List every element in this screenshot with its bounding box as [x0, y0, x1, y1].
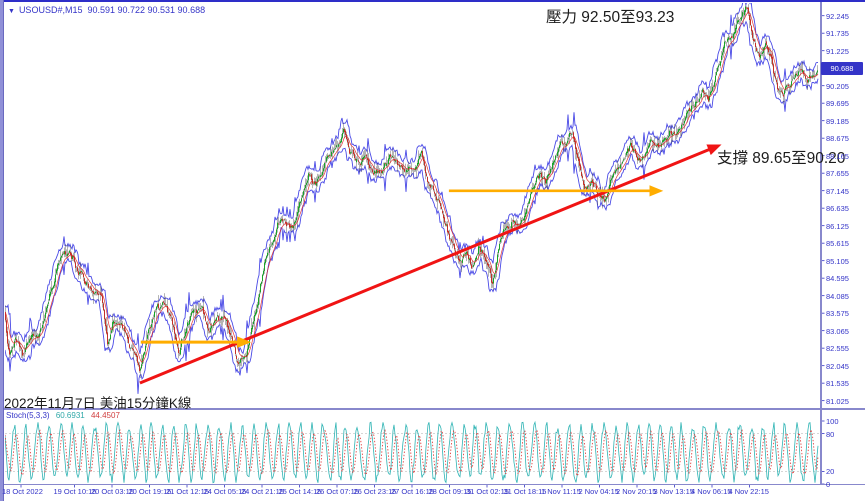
price-tick-label: 88.165 — [826, 151, 849, 161]
price-tick-label: 87.145 — [826, 186, 849, 196]
price-tick-label: 87.655 — [826, 169, 849, 179]
time-tick-label: 26 Oct 07:15 — [316, 487, 359, 496]
date-note-annotation[interactable]: 2022年11月7日 美油15分鐘K線 — [4, 396, 192, 411]
price-tick-label: 84.595 — [826, 274, 849, 284]
time-tick-label: 26 Oct 23:15 — [353, 487, 397, 496]
price-tick-label: 83.065 — [826, 326, 849, 336]
price-tick-label: 88.675 — [826, 134, 849, 144]
stochastic-name: Stoch(5,3,3) — [6, 411, 50, 420]
time-tick-label: 31 Oct 18:15 — [503, 487, 547, 496]
chart-title: ▼ USOUSD#,M15 90.591 90.722 90.531 90.688 — [8, 5, 205, 15]
time-tick-label: 19 Oct 10:15 — [53, 487, 97, 496]
price-axis-separator — [820, 2, 822, 485]
time-tick-label: 20 Oct 03:15 — [91, 487, 134, 496]
price-tick-label: 86.125 — [826, 221, 849, 231]
time-tick-label: 18 Oct 2022 — [2, 487, 43, 496]
stochastic-legend: Stoch(5,3,3) 60.6931 44.4507 — [6, 411, 120, 420]
price-tick-label: 81.025 — [826, 396, 849, 406]
support-annotation[interactable]: 支撐 89.65至90.20 — [717, 150, 846, 167]
time-tick-label: 24 Oct 05:15 — [203, 487, 247, 496]
time-tick-label: 4 Nov 06:15 — [691, 487, 732, 496]
time-tick-label: 27 Oct 16:15 — [391, 487, 434, 496]
price-tick-label: 89.695 — [826, 99, 849, 109]
trendline-support[interactable] — [139, 144, 722, 385]
time-tick-label: 25 Oct 14:15 — [278, 487, 322, 496]
price-tick-label: 82.045 — [826, 361, 849, 371]
time-tick-label: 2 Nov 04:15 — [578, 487, 619, 496]
stoch-tick-label: 100 — [826, 417, 839, 426]
time-tick-label: 31 Oct 02:15 — [466, 487, 509, 496]
time-tick-label: 24 Oct 21:15 — [241, 487, 284, 496]
time-tick-label: 2 Nov 20:15 — [616, 487, 657, 496]
time-tick-label: 21 Oct 12:15 — [166, 487, 209, 496]
time-axis-separator — [4, 484, 865, 485]
time-tick-label: 1 Nov 11:15 — [541, 487, 581, 496]
time-tick-label: 3 Nov 13:15 — [653, 487, 694, 496]
stoch-tick-label: 0 — [826, 480, 831, 489]
price-tick-label: 89.185 — [826, 116, 849, 126]
current-price-badge: 90.688 — [821, 62, 863, 75]
resistance-annotation[interactable]: 壓力 92.50至93.23 — [546, 9, 675, 26]
time-tick-label: 20 Oct 19:15 — [128, 487, 172, 496]
price-tick-label: 81.535 — [826, 379, 849, 389]
price-tick-label: 91.225 — [826, 46, 849, 56]
price-tick-label: 86.635 — [826, 204, 849, 214]
chart-drawings — [139, 144, 722, 385]
ohlc-quote-label: 90.591 90.722 90.531 90.688 — [87, 5, 206, 15]
price-tick-label: 83.575 — [826, 309, 849, 319]
window-left-border — [0, 0, 4, 501]
time-tick-label: 28 Oct 09:15 — [428, 487, 472, 496]
stochastic-d-value: 44.4507 — [90, 411, 120, 420]
stochastic-k-value: 60.6931 — [55, 411, 85, 420]
window-top-border — [0, 0, 865, 2]
price-tick-label: 85.615 — [826, 239, 849, 249]
price-tick-label: 84.085 — [826, 291, 849, 301]
stoch-tick-label: 80 — [826, 429, 835, 439]
symbol-period-label: USOUSD#,M15 — [18, 5, 83, 15]
price-tick-label: 82.555 — [826, 344, 849, 354]
chevron-down-icon[interactable]: ▼ — [8, 8, 15, 15]
stoch-tick-label: 20 — [826, 467, 835, 477]
price-tick-label: 90.205 — [826, 81, 849, 91]
price-tick-label: 85.105 — [826, 256, 849, 266]
price-tick-label: 92.245 — [826, 11, 849, 21]
indicator-window-separator[interactable] — [4, 408, 865, 410]
time-tick-label: 4 Nov 22:15 — [728, 487, 769, 496]
price-tick-label: 91.735 — [826, 29, 849, 39]
